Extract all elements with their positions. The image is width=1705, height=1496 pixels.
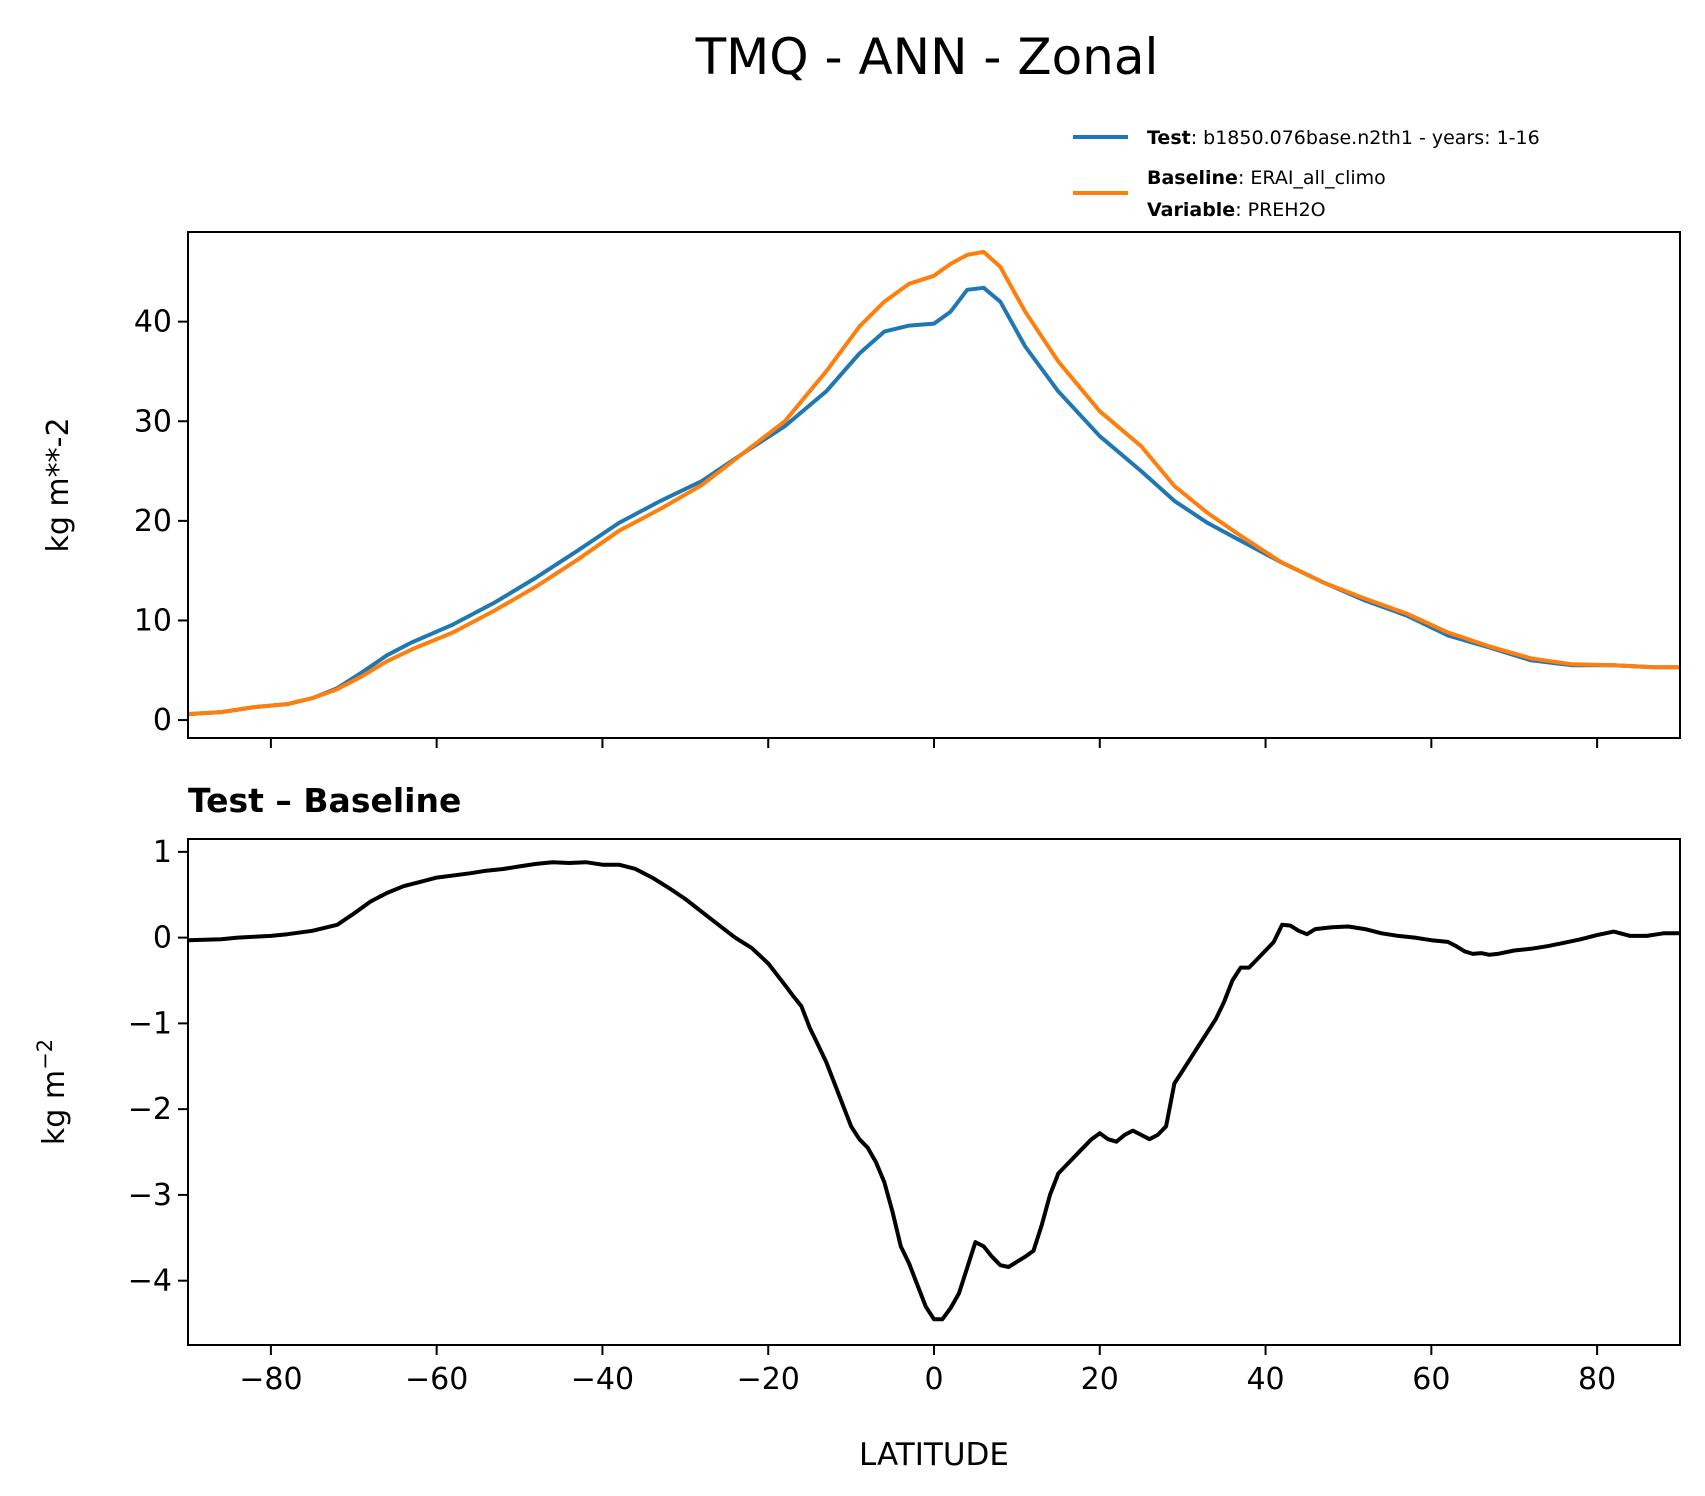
baseline-series-line	[187, 249, 1680, 717]
top-y-axis-label: kg m**-2	[41, 417, 76, 552]
legend-baseline-entry: Baseline: ERAI_all_climo	[1147, 167, 1386, 189]
difference-series-line	[187, 860, 1680, 1322]
x-tick-label: −40	[571, 1362, 634, 1397]
bottom-plot-area	[187, 860, 1680, 1322]
legend-test-entry: Test: b1850.076base.n2th1 - years: 1-16	[1147, 127, 1540, 149]
bottom-y-axis: 1 0 −1 −2 −3 −4	[128, 835, 188, 1299]
chart-title: TMQ - ANN - Zonal	[695, 28, 1159, 86]
legend-test-label: Test	[1147, 127, 1191, 149]
top-y-axis: 0 10 20 30 40	[134, 305, 188, 738]
bottom-x-axis: −80 −60 −40 −20 0 20 40 60 80	[239, 1345, 1616, 1397]
x-tick-label: −60	[405, 1362, 468, 1397]
bottom-y-axis-label-sup: −2	[33, 1039, 57, 1070]
y-tick-label: −1	[128, 1006, 172, 1041]
bottom-panel: Test – Baseline 1 0 −1 −2 −3 −4 −80 −60 −40 −20 0…	[33, 781, 1681, 1473]
y-tick-label: 40	[134, 305, 172, 340]
x-tick-label: 20	[1081, 1362, 1119, 1397]
top-axes-frame	[187, 231, 1681, 739]
top-x-axis	[269, 738, 1599, 748]
y-tick-label: 1	[153, 835, 172, 870]
y-tick-label: 20	[134, 504, 172, 539]
legend-variable-label: Variable	[1147, 199, 1235, 221]
bottom-panel-title: Test – Baseline	[188, 781, 461, 820]
x-tick-label: −20	[737, 1362, 800, 1397]
x-axis-label: LATITUDE	[859, 1437, 1009, 1473]
legend-baseline-label: Baseline	[1147, 167, 1238, 189]
bottom-axes-frame	[187, 838, 1681, 1346]
bottom-y-axis-label-base: kg m	[37, 1070, 72, 1145]
legend-variable-text: : PREH2O	[1235, 199, 1325, 221]
x-tick-label: 0	[924, 1362, 943, 1397]
y-tick-label: 0	[153, 703, 172, 738]
y-tick-label: −2	[128, 1092, 172, 1127]
top-plot-area	[187, 249, 1680, 717]
x-tick-label: 80	[1578, 1362, 1616, 1397]
bottom-y-axis-label: kg m−2	[33, 1039, 72, 1145]
legend-variable-entry: Variable: PREH2O	[1147, 199, 1326, 221]
y-tick-label: −3	[128, 1178, 172, 1213]
y-tick-label: −4	[128, 1264, 172, 1299]
x-tick-label: −80	[239, 1362, 302, 1397]
y-tick-label: 30	[134, 404, 172, 439]
x-tick-label: 40	[1246, 1362, 1284, 1397]
legend: Test: b1850.076base.n2th1 - years: 1-16 …	[1073, 127, 1540, 221]
y-tick-label: 0	[153, 921, 172, 956]
x-tick-label: 60	[1412, 1362, 1450, 1397]
y-tick-label: 10	[134, 603, 172, 638]
top-panel: 0 10 20 30 40 kg m**-2	[41, 231, 1681, 748]
legend-test-text: : b1850.076base.n2th1 - years: 1-16	[1191, 127, 1540, 149]
legend-baseline-text: : ERAI_all_climo	[1238, 167, 1386, 189]
